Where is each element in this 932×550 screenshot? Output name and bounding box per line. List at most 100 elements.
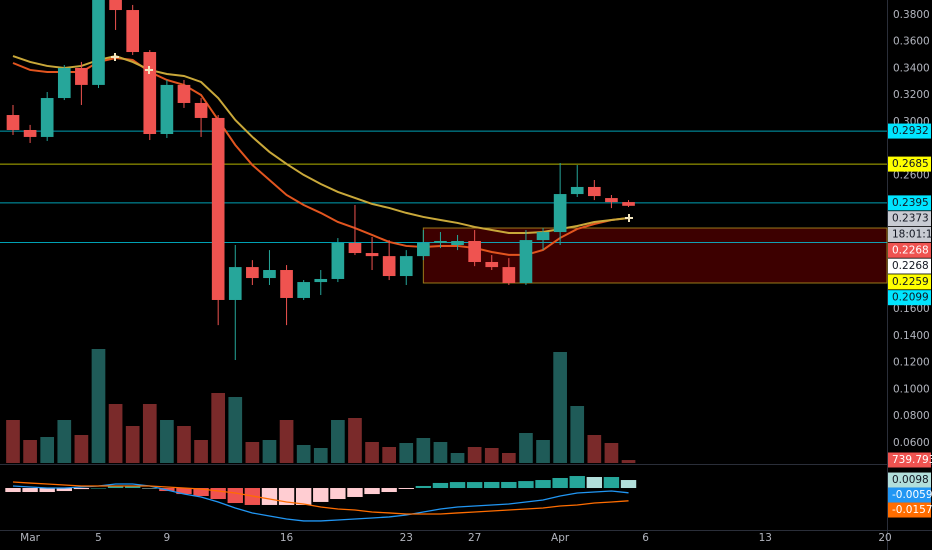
macd-histogram-bar: [73, 488, 90, 490]
volume-bar: [228, 397, 243, 463]
volume-bar: [382, 447, 396, 463]
candle-body: [399, 256, 413, 277]
volume-bar: [108, 404, 123, 463]
price-label-box: [888, 242, 931, 258]
x-tick-label: 13: [759, 532, 772, 544]
price-label-box: [888, 274, 931, 290]
volume-label: 739.793K: [892, 454, 932, 466]
macd-histogram-bar: [620, 480, 637, 489]
price-label-box: [888, 211, 931, 227]
candle-body: [588, 186, 601, 197]
y-tick-label: 0.1200: [893, 357, 930, 369]
volume-bar: [519, 433, 533, 463]
candle-body: [536, 232, 550, 241]
candle-body: [6, 115, 20, 130]
x-tick-label: 5: [95, 532, 102, 544]
volume-bar: [348, 418, 362, 463]
macd-histogram-bar: [176, 488, 192, 495]
volume-bar: [211, 393, 226, 463]
candle-body: [23, 129, 37, 137]
macd-histogram-bar: [569, 476, 585, 489]
volume-bar: [313, 448, 328, 463]
candle-body: [348, 243, 362, 254]
y-tick-label: 0.0800: [893, 410, 930, 422]
candle-body: [314, 278, 328, 283]
macd-histogram-bar: [5, 488, 21, 493]
price-label: 0.2259: [892, 276, 929, 288]
price-label-box: [888, 123, 931, 139]
candle-body: [502, 267, 516, 283]
y-tick-label: 0.2600: [893, 169, 930, 181]
candle-body: [40, 98, 54, 137]
candle-body: [211, 117, 225, 300]
x-tick-label: 27: [468, 532, 481, 544]
candle-body: [228, 267, 242, 300]
volume-bar: [365, 442, 379, 463]
y-tick-label: 0.3600: [893, 36, 930, 48]
candle-body: [468, 240, 481, 262]
macd-histogram-bar: [398, 488, 414, 489]
macd-histogram-bar: [107, 486, 124, 489]
macd-histogram-bar: [210, 488, 226, 500]
cross-marker: [111, 53, 119, 61]
macd-histogram-bar: [501, 481, 517, 489]
macd-histogram-bar: [22, 488, 38, 493]
candle-body: [519, 240, 533, 283]
macd-label-box: [888, 487, 931, 503]
cross-marker: [145, 66, 153, 74]
volume-bar: [262, 440, 277, 463]
price-label: 0.2932: [892, 125, 929, 137]
macd-histogram-bar: [381, 488, 397, 493]
macd-label-box: [888, 502, 931, 518]
macd-histogram-bar: [552, 477, 568, 489]
candle-body: [451, 240, 464, 246]
candle-body: [331, 243, 345, 279]
candle-body: [194, 102, 208, 118]
y-tick-label: 0.3400: [893, 62, 930, 74]
candle-body: [57, 67, 71, 99]
y-tick-label: 0.0600: [893, 437, 930, 449]
volume-bar: [467, 447, 482, 463]
macd-histogram-bar: [347, 488, 363, 497]
candle-body: [75, 67, 88, 85]
candle-body: [570, 186, 584, 195]
volume-bar: [604, 443, 619, 463]
candle-body: [297, 282, 310, 298]
volume-bar: [587, 435, 602, 463]
countdown-label: 18:01:19: [892, 228, 932, 240]
price-label: 0.2099: [892, 292, 929, 304]
price-label-box: [888, 290, 931, 306]
volume-bar: [450, 453, 465, 463]
signal-line: [12, 481, 629, 515]
macd-label: -0.0157: [892, 504, 932, 516]
candle-body: [246, 267, 259, 279]
y-tick-label: 0.3200: [893, 89, 930, 101]
volume-bar: [621, 460, 636, 463]
macd-histogram-bar: [484, 481, 500, 489]
volume-bar: [553, 352, 567, 463]
volume-bar: [91, 349, 106, 463]
volume-bar: [279, 420, 294, 463]
x-tick-label: 9: [164, 532, 171, 544]
macd-histogram-bar: [313, 488, 329, 502]
volume-bar: [74, 435, 89, 463]
candle-body: [126, 10, 140, 53]
macd-histogram-bar: [124, 486, 141, 489]
volume-bar: [194, 440, 208, 463]
macd-histogram-bar: [330, 488, 346, 500]
macd-histogram-bar: [603, 477, 620, 489]
y-tick-label: 0.1000: [893, 383, 930, 395]
macd-line: [12, 483, 629, 522]
cross-marker: [625, 214, 633, 222]
candle-body: [143, 52, 157, 135]
volume-bar: [57, 420, 72, 463]
price-label: 0.2373: [892, 213, 929, 225]
macd-histogram-bar: [56, 488, 72, 492]
macd-histogram-bar: [586, 477, 603, 489]
macd-label: 0.0098: [892, 474, 929, 486]
macd-histogram-bar: [261, 488, 278, 505]
volume-label-box: [888, 452, 931, 468]
volume-bar: [570, 406, 585, 463]
